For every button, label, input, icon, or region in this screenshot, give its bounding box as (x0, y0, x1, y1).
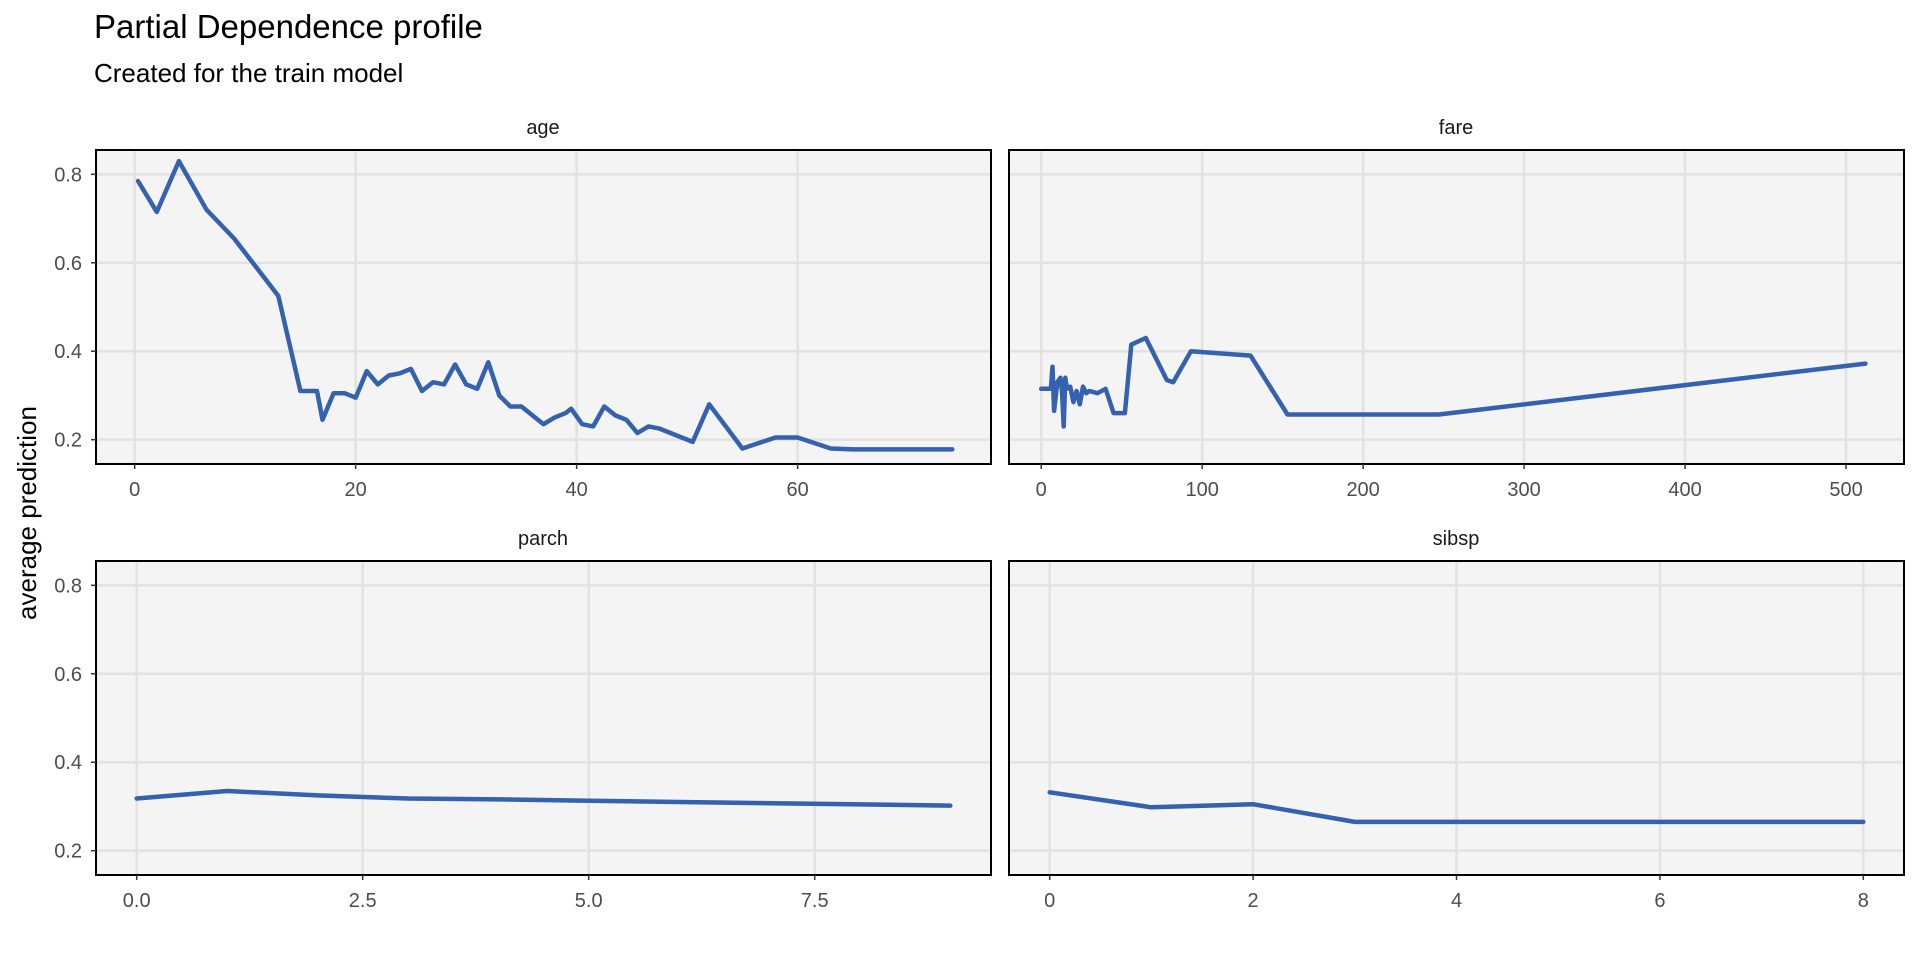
x-tick-label: 100 (1185, 479, 1218, 501)
y-tick-label: 0.8 (54, 164, 82, 186)
x-tick-label: 0 (1036, 479, 1047, 501)
x-tick-label: 500 (1829, 479, 1862, 501)
panel-strip-label: fare (1439, 117, 1473, 139)
panel-background (95, 149, 992, 465)
y-tick-label: 0.6 (54, 253, 82, 275)
x-tick-label: 0 (1044, 890, 1055, 912)
panel-strip-label: sibsp (1433, 528, 1480, 550)
x-tick-label: 0 (129, 479, 140, 501)
panel-border (1008, 149, 1905, 465)
panel-parch: parch 0.0 2.5 5.0 7.5 0.2 0.4 0.6 0.8 (54, 528, 992, 912)
x-tick-label: 4 (1451, 890, 1462, 912)
panel-border (95, 149, 992, 465)
series-line-fare (1038, 335, 1868, 429)
chart-title: Partial Dependence profile (94, 8, 483, 45)
panel-age: age 0 20 40 60 0.2 0.4 0.6 0.8 (54, 117, 992, 501)
x-tick-label: 2.5 (349, 890, 377, 912)
y-tick-label: 0.4 (54, 752, 82, 774)
x-tick-label: 300 (1507, 479, 1540, 501)
panel-background (95, 560, 992, 876)
panel-fare: fare 0 100 200 300 400 500 (1008, 117, 1905, 501)
panel-border (95, 560, 992, 876)
x-tick-label: 6 (1654, 890, 1665, 912)
x-tick-label: 40 (566, 479, 588, 501)
x-tick-label: 7.5 (801, 890, 829, 912)
y-tick-label: 0.2 (54, 430, 82, 452)
y-tick-label: 0.6 (54, 664, 82, 686)
x-tick-label: 60 (787, 479, 809, 501)
x-tick-label: 200 (1346, 479, 1379, 501)
x-tick-label: 2 (1248, 890, 1259, 912)
x-tick-label: 400 (1668, 479, 1701, 501)
y-tick-label: 0.2 (54, 841, 82, 863)
series-line-age (135, 158, 955, 452)
series-line-sibsp (1047, 790, 1866, 825)
panel-strip-label: parch (518, 528, 568, 550)
x-tick-label: 5.0 (575, 890, 603, 912)
panel-sibsp: sibsp 0 2 4 6 8 (1008, 528, 1905, 912)
x-tick-label: 20 (345, 479, 367, 501)
y-tick-label: 0.4 (54, 341, 82, 363)
panel-background (1008, 149, 1905, 465)
y-tick-label: 0.8 (54, 575, 82, 597)
series-line-parch (134, 788, 953, 808)
y-axis-label: average prediction (12, 406, 42, 620)
panel-strip-label: age (526, 117, 559, 139)
x-tick-label: 8 (1858, 890, 1869, 912)
x-tick-label: 0.0 (123, 890, 151, 912)
chart-subtitle: Created for the train model (94, 58, 403, 88)
